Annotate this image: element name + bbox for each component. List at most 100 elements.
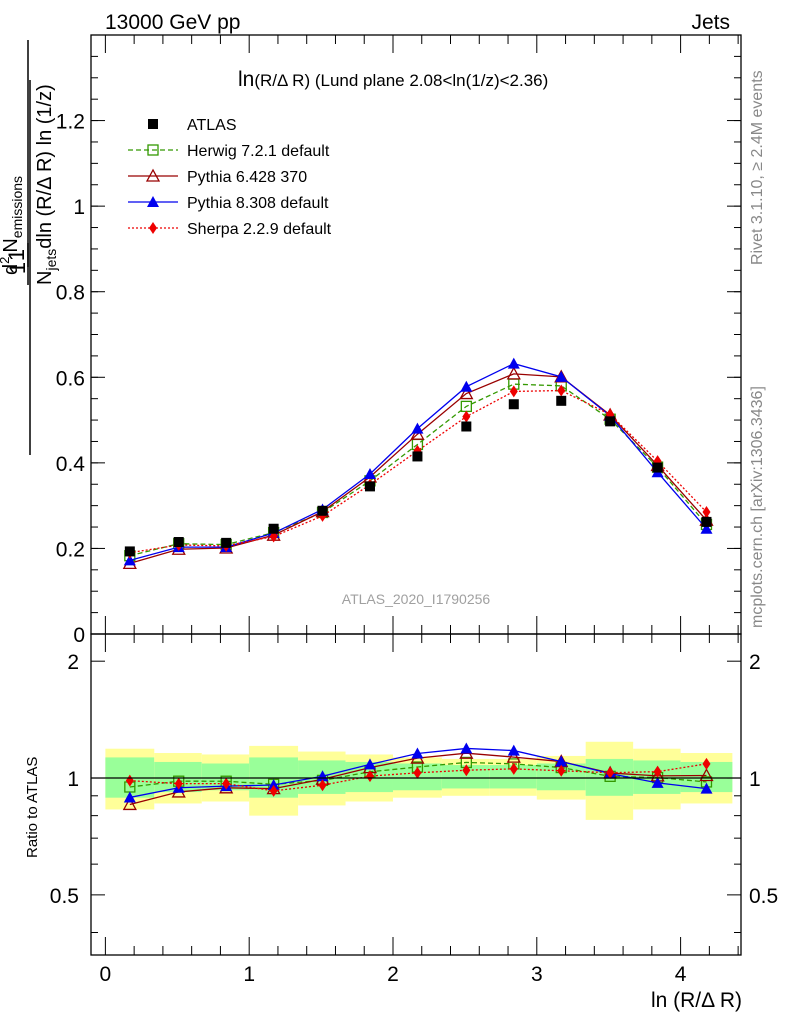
legend-label: Pythia 8.308 default: [187, 195, 329, 212]
legend: ATLAS Herwig 7.2.1 default Pythia 6.428 37…: [128, 117, 332, 238]
data-point-sherpa: [702, 506, 711, 519]
ratio-point-pythia8: [460, 742, 473, 754]
plot-title-arg: (R/Δ R): [254, 71, 310, 90]
ratio-point-pythia8: [411, 747, 424, 759]
legend-label: Sherpa 2.2.9 default: [187, 221, 332, 238]
y-label-den: Njetsdln (R/Δ R) ln (1/z): [34, 84, 59, 285]
xtick-label: 0: [100, 963, 112, 986]
main-ytick-label: 0.8: [56, 282, 85, 305]
data-point-atlas: [652, 462, 663, 473]
legend-item-pythia6: Pythia 6.428 370: [128, 168, 307, 186]
series-line-sherpa: [129, 389, 707, 554]
ratio-point-sherpa: [702, 757, 711, 770]
legend-label: ATLAS: [187, 117, 237, 134]
ratio-point-pythia8: [123, 791, 136, 803]
data-point-pythia8: [123, 554, 136, 566]
data-point-atlas: [221, 537, 232, 548]
data-point-pythia6: [506, 366, 521, 380]
ratio-y-label: Ratio to ATLAS: [24, 757, 41, 858]
ratio-point-sherpa: [653, 765, 662, 778]
data-point-atlas: [173, 537, 184, 548]
data-point-atlas: [317, 505, 328, 516]
ratio-point-pythia8: [555, 755, 568, 767]
y-label-one: 1: [5, 262, 30, 274]
ratio-ytick-label: 0.5: [50, 885, 79, 908]
series-line-herwig: [129, 383, 707, 557]
ratio-ytick-label: 1: [67, 768, 79, 791]
series-sherpa: [125, 384, 711, 559]
data-point-atlas: [461, 421, 472, 432]
xtick-label: 3: [531, 963, 543, 986]
main-ytick-label: 0.6: [56, 367, 85, 390]
xtick-label: 1: [243, 963, 255, 986]
ratio-point-sherpa: [413, 766, 422, 779]
data-point-atlas: [268, 523, 279, 534]
ratio-point-sherpa: [174, 777, 183, 790]
ratio-point-sherpa: [222, 777, 231, 790]
series-atlas: [124, 395, 712, 557]
data-point-atlas: [412, 451, 423, 462]
process-label: Jets: [691, 11, 730, 34]
ratio-point-sherpa: [365, 770, 374, 783]
ratio-point-pythia8: [267, 779, 280, 791]
ratio-point-pythia8: [651, 776, 664, 788]
y-label-num: d2Nemissions: [0, 176, 25, 275]
y-axis-fraction: d2Nemissions Njetsdln (R/Δ R) ln (1/z) 1: [0, 40, 59, 450]
data-point-pythia8: [460, 380, 473, 392]
legend-item-herwig: Herwig 7.2.1 default: [128, 143, 330, 160]
data-point-sherpa: [557, 384, 566, 397]
legend-marker: [148, 119, 158, 129]
series-herwig: [124, 378, 713, 562]
energy-label: 13000 GeV pp: [105, 11, 240, 34]
ratio-point-pythia6: [699, 768, 714, 782]
legend-marker: [147, 196, 159, 207]
axes: 0 0.2 0.4 0.6 0.8 1 1.2 0.5 0.5 1 1 2 2 0 1 2 3 4: [50, 34, 778, 986]
legend-marker: [147, 144, 159, 156]
ratio-point-pythia8: [700, 782, 713, 794]
ratio-point-pythia8: [507, 744, 520, 756]
ratio-point-sherpa: [606, 766, 615, 779]
legend-item-atlas: ATLAS: [148, 117, 237, 134]
data-point-sherpa: [509, 385, 518, 398]
data-point-pythia8: [507, 357, 520, 369]
data-point-pythia8: [555, 370, 568, 382]
data-point-atlas: [124, 546, 135, 557]
data-point-pythia8: [363, 467, 376, 479]
legend-label: Pythia 6.428 370: [187, 169, 307, 186]
plot-title-main: ln: [238, 68, 254, 91]
mcplots-label: mcplots.cern.ch [arXiv:1306.3436]: [749, 386, 766, 628]
xtick-label: 2: [387, 963, 399, 986]
data-point-sherpa: [462, 410, 471, 423]
xtick-label: 4: [675, 963, 687, 986]
rivet-label: Rivet 3.1.10, ≥ 2.4M events: [749, 70, 766, 265]
ratio-point-sherpa: [509, 762, 518, 775]
ratio-ytick-label-right: 1: [749, 768, 761, 791]
x-axis-label: ln (R/Δ R): [651, 989, 742, 1012]
ratio-ytick-label-right: 2: [749, 651, 761, 674]
main-ytick-label: 0: [73, 624, 85, 647]
y-label-prefix-one: 1: [4, 249, 29, 261]
ratio-point-pythia6: [122, 797, 137, 811]
main-series: [122, 357, 714, 570]
series-line-pythia8: [129, 362, 707, 562]
main-ytick-label: 1.2: [56, 111, 85, 134]
ratio-frame: [90, 633, 742, 956]
legend-marker: [149, 222, 157, 234]
y-axis-prefix: 1: [4, 243, 29, 267]
ratio-ytick-label: 2: [67, 651, 79, 674]
ratio-series-sherpa: [125, 757, 711, 797]
ratio-series: [91, 742, 741, 811]
y-axis-label: 1: [5, 80, 31, 455]
plot-title: ln(R/Δ R) (Lund plane 2.08<ln(1/z)<2.36): [238, 68, 548, 91]
data-point-atlas: [508, 399, 519, 410]
data-point-atlas: [364, 481, 375, 492]
ratio-point-pythia8: [363, 758, 376, 770]
ratio-band-inner: [489, 765, 537, 789]
y-label-1: 1: [0, 449, 1, 450]
legend-item-sherpa: Sherpa 2.2.9 default: [128, 221, 332, 238]
series-pythia6: [122, 366, 714, 570]
ratio-point-pythia6: [506, 749, 521, 763]
ratio-ytick-label-right: 0.5: [749, 885, 778, 908]
data-point-pythia6: [410, 426, 425, 440]
